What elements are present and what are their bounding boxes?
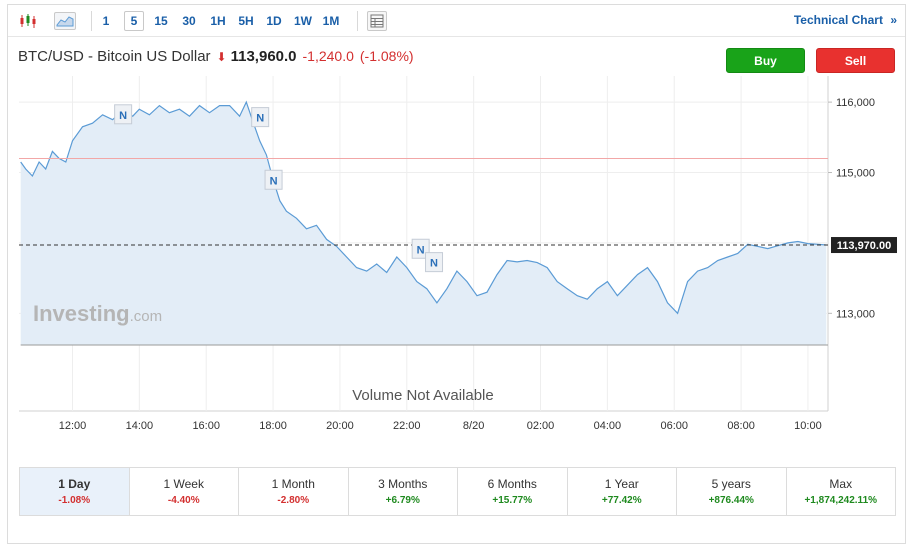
x-tick-label: 20:00 [326,420,354,432]
chart-toolbar: 1 5 15 30 1H 5H 1D 1W 1M Technical Chart » [8,5,905,37]
x-tick-label: 22:00 [393,420,421,432]
period-label: Max [829,477,853,491]
news-marker-label: N [417,244,425,256]
price-change-percent: (-1.08%) [359,48,414,64]
price-area-fill [20,102,827,345]
price-chart[interactable]: 116,000 115,000 113,000 113,970.00 12:00 14:0… [8,5,905,445]
x-tick-label: 06:00 [660,420,688,432]
timeframe-button-5h[interactable]: 5H [238,14,254,28]
period-label: 6 Months [487,477,537,491]
period-tab[interactable]: Max +1,874,242.11% [787,468,896,515]
technical-chart-label: Technical Chart [793,13,883,27]
timeframe-button-5[interactable]: 5 [124,11,144,31]
x-tick-label: 04:00 [594,420,622,432]
x-tick-label: 8/20 [463,420,484,432]
timeframe-button-1d[interactable]: 1D [266,14,282,28]
table-icon[interactable] [367,11,387,31]
period-label: 1 Month [271,477,315,491]
double-chevron-right-icon: » [890,13,897,27]
news-marker[interactable] [251,107,270,128]
candlestick-icon[interactable] [18,11,38,31]
x-tick-label: 12:00 [59,420,87,432]
x-tick-label: 14:00 [126,420,154,432]
period-selector: 1 Day -1.08% 1 Week -4.40% 1 Month -2.80% 3 Mo… [19,467,896,516]
price-change: -1,240.0 [302,48,354,64]
news-marker-label: N [256,113,264,125]
period-tab[interactable]: 3 Months +6.79% [349,468,458,515]
toolbar-divider [357,11,358,31]
timeframe-button-1w[interactable]: 1W [294,14,312,28]
watermark-text: Investing [33,301,130,326]
period-change: -2.80% [277,495,310,506]
period-change: -1.08% [58,495,91,506]
period-change: -4.40% [167,495,200,506]
period-tab[interactable]: 1 Month -2.80% [239,468,349,515]
period-label: 1 Year [604,477,639,491]
period-label: 5 years [711,477,751,491]
news-marker-label: N [270,175,278,187]
news-marker-label: N [430,258,438,270]
instrument-header: BTC/USD - Bitcoin US Dollar ⬇ 113,960.0 … [18,48,414,68]
news-marker-label: N [119,110,127,122]
price-line [20,100,827,315]
y-tick-label: 115,000 [836,168,875,180]
watermark-suffix: .com [130,308,163,325]
news-marker[interactable] [264,169,283,190]
investing-watermark: Investing.com [33,301,162,326]
period-tab[interactable]: 6 Months +15.77% [458,468,568,515]
chart-widget: 1 5 15 30 1H 5H 1D 1W 1M Technical Chart » BTC/U… [7,4,906,544]
instrument-name: BTC/USD - Bitcoin US Dollar [18,48,211,65]
period-change: +77.42% [601,495,642,506]
last-price: 113,960.0 [230,48,297,65]
volume-not-available-text: Volume Not Available [352,387,493,404]
period-label: 3 Months [378,477,428,491]
timeframe-button-15[interactable]: 15 [154,14,168,28]
news-marker[interactable] [411,238,430,259]
sell-button[interactable]: Sell [816,48,895,73]
buy-button[interactable]: Buy [726,48,805,73]
period-change: +15.77% [492,495,533,506]
period-tab[interactable]: 1 Week -4.40% [130,468,239,515]
current-price-label: 113,970.00 [837,240,891,252]
y-tick-label: 113,000 [836,308,875,320]
news-marker[interactable] [425,252,444,273]
timeframe-button-30[interactable]: 30 [182,14,196,28]
period-label: 1 Week [163,477,204,491]
y-tick-label: 116,000 [836,97,875,109]
toolbar-divider [91,11,92,31]
timeframe-button-1m[interactable]: 1M [322,14,340,28]
current-price-box [831,237,897,254]
timeframe-button-1[interactable]: 1 [102,14,110,28]
period-tab[interactable]: 1 Day -1.08% [20,468,130,515]
period-change: +876.44% [708,495,754,506]
period-label: 1 Day [58,477,91,491]
technical-chart-link[interactable]: Technical Chart » [794,13,897,27]
x-tick-label: 18:00 [259,420,287,432]
period-change: +1,874,242.11% [804,495,878,506]
x-tick-label: 08:00 [727,420,755,432]
timeframe-button-1h[interactable]: 1H [210,14,226,28]
period-tab[interactable]: 1 Year +77.42% [568,468,677,515]
area-chart-icon[interactable] [54,12,76,30]
period-tab[interactable]: 5 years +876.44% [677,468,787,515]
down-arrow-icon: ⬇ [216,50,227,64]
news-marker[interactable] [114,104,133,125]
x-tick-label: 10:00 [794,420,822,432]
period-change: +6.79% [385,495,420,506]
x-tick-label: 02:00 [527,420,555,432]
x-tick-label: 16:00 [192,420,220,432]
